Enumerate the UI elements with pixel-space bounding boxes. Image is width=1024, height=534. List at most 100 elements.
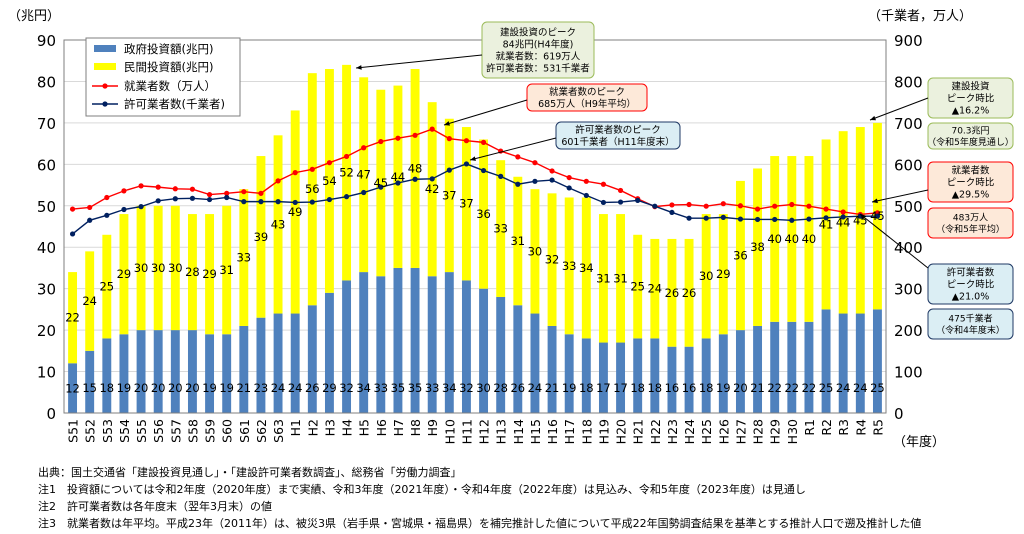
label-government: 32	[459, 381, 474, 395]
bar-private	[753, 168, 763, 326]
bar-private	[855, 127, 865, 314]
point-workers	[823, 206, 829, 212]
bar-government	[170, 330, 180, 413]
x-tick-label: H16	[545, 419, 560, 444]
point-workers	[292, 170, 298, 176]
label-government: 17	[596, 381, 611, 395]
callout-investment-now-text: （令和5年度見通し）	[927, 136, 1014, 148]
label-private: 28	[185, 265, 200, 279]
y-right-tick-label: 100	[894, 364, 923, 382]
x-tick-label: S55	[134, 419, 149, 443]
label-government: 19	[716, 381, 731, 395]
label-private: 26	[682, 286, 697, 300]
point-firms	[189, 195, 196, 201]
x-tick-label: H18	[579, 419, 594, 444]
bar-government	[667, 346, 677, 413]
point-firms	[206, 196, 213, 203]
label-government: 16	[682, 381, 697, 395]
bar-government	[393, 267, 403, 413]
label-government: 15	[82, 381, 97, 395]
point-firms	[104, 212, 110, 218]
label-private: 45	[853, 213, 868, 227]
point-firms	[600, 199, 607, 206]
point-workers	[446, 136, 452, 142]
legend-swatch-private	[94, 63, 116, 70]
label-government: 24	[271, 381, 286, 395]
label-private: 49	[288, 205, 303, 219]
point-workers	[480, 139, 487, 145]
bar-government	[650, 338, 660, 413]
construction-chart: 12 22 15 24 18 25 19 29 20 30 20 30 20 30 20 28 19 29 19 31…	[8, 8, 1014, 450]
legend-label: 政府投資額(兆円)	[124, 42, 213, 56]
callout-workers-ratio-text: 就業者数	[951, 165, 990, 177]
point-firms	[498, 173, 504, 179]
y-right-unit: （千業者，万人）	[868, 8, 972, 24]
x-tick-label: R3	[836, 419, 851, 436]
label-private: 25	[99, 280, 114, 294]
legend-swatch-government	[94, 45, 116, 52]
x-tick-label: R1	[802, 419, 817, 436]
bar-private	[479, 139, 489, 289]
bar-government	[684, 346, 694, 413]
arrow-firms-ratio	[859, 213, 929, 269]
point-workers	[789, 201, 795, 208]
legend-marker-workers	[102, 83, 108, 89]
bar-government	[564, 334, 574, 413]
x-tick-label: H7	[391, 419, 406, 436]
point-workers	[258, 190, 264, 196]
label-private: 29	[202, 267, 217, 281]
x-tick-label: H21	[631, 419, 646, 444]
callout-peak-firms-text: 許可業者数のピーク	[575, 124, 661, 136]
y-right-tick-label: 0	[894, 405, 904, 423]
label-government: 26	[305, 381, 320, 395]
point-firms	[121, 206, 127, 213]
label-private: 43	[271, 217, 286, 231]
label-private: 54	[322, 174, 337, 188]
label-government: 19	[202, 381, 217, 395]
label-private: 31	[613, 271, 628, 285]
bar-private	[187, 214, 197, 331]
x-unit: （年度）	[893, 434, 945, 450]
label-government: 33	[425, 381, 440, 395]
point-workers	[172, 186, 178, 192]
bar-private	[376, 89, 386, 277]
label-government: 26	[510, 381, 525, 395]
bars-layer	[68, 64, 882, 413]
point-firms	[275, 199, 281, 205]
label-government: 24	[528, 381, 543, 395]
point-firms	[395, 180, 401, 186]
label-private: 45	[373, 176, 388, 190]
axes-layer: 0102030405060708090010020030040050060070…	[8, 8, 972, 450]
x-tick-label: H23	[665, 419, 680, 444]
y-right-tick-label: 900	[894, 32, 923, 50]
x-tick-label: S59	[203, 419, 218, 443]
label-government: 25	[870, 381, 885, 395]
bar-private	[838, 131, 848, 314]
callout-peak-workers-text: 就業者数のピーク	[549, 86, 625, 98]
label-government: 24	[836, 381, 851, 395]
legend-label: 民間投資額(兆円)	[124, 60, 213, 74]
bar-government	[718, 334, 728, 413]
bar-government	[68, 363, 78, 413]
label-government: 19	[117, 381, 132, 395]
bar-private	[461, 127, 471, 281]
x-tick-label: H6	[374, 419, 389, 436]
label-private: 24	[647, 282, 662, 296]
y-right-tick-label: 400	[894, 239, 923, 257]
x-tick-label: S63	[271, 419, 286, 443]
y-right-tick-label: 700	[894, 115, 923, 133]
bar-government	[102, 338, 112, 413]
bar-government	[342, 280, 352, 413]
x-tick-label: S61	[237, 419, 252, 443]
point-firms	[549, 177, 555, 183]
x-tick-label: H17	[562, 419, 577, 444]
point-workers	[566, 174, 572, 181]
label-private: 29	[716, 267, 731, 281]
point-workers	[840, 209, 846, 215]
callout-firms-ratio-text: ▲21.0%	[952, 292, 990, 303]
point-firms	[412, 176, 418, 182]
x-tick-label: H3	[322, 419, 337, 436]
label-government: 22	[767, 381, 782, 395]
label-government: 24	[288, 381, 303, 395]
bar-private	[718, 214, 728, 335]
